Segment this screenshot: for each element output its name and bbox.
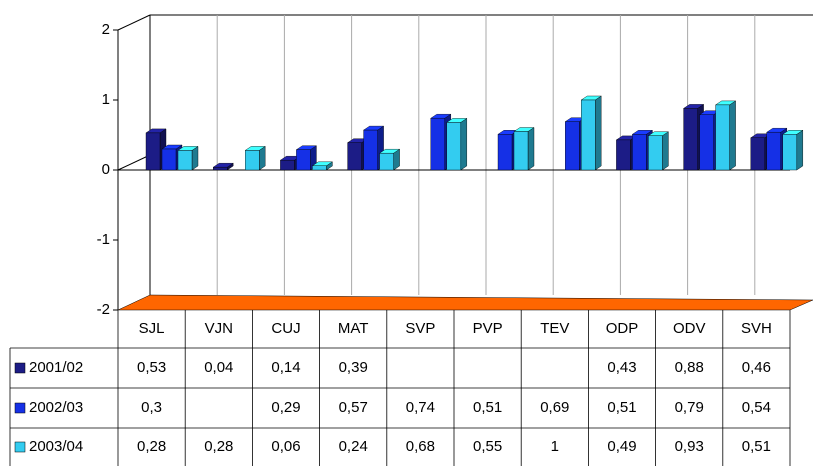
table-value: 0,49 xyxy=(607,438,636,455)
table-value: 0,74 xyxy=(406,399,435,416)
bar xyxy=(430,117,445,171)
legend-label: 2002/03 xyxy=(29,399,83,416)
bar xyxy=(513,131,529,171)
table-value: 0,51 xyxy=(742,438,771,455)
bar xyxy=(766,131,781,171)
legend-swatch xyxy=(14,402,26,414)
bar-side xyxy=(729,100,736,171)
bar xyxy=(683,108,698,171)
bar xyxy=(177,150,193,171)
bar xyxy=(497,134,513,171)
table-value: 0,79 xyxy=(675,399,704,416)
x-tick-label: ODV xyxy=(673,320,706,337)
bar xyxy=(244,150,260,171)
bar xyxy=(145,132,161,171)
floor xyxy=(117,294,813,311)
x-tick-label: CUJ xyxy=(271,320,300,337)
y-tick-label: 0 xyxy=(102,161,110,178)
table-value: 0,39 xyxy=(339,359,368,376)
table-value: 0,51 xyxy=(473,399,502,416)
bar xyxy=(379,152,394,171)
table-value: 0,88 xyxy=(675,359,704,376)
bar xyxy=(581,99,596,171)
bar-side xyxy=(595,95,602,171)
x-tick-label: TEV xyxy=(540,320,569,337)
table-value: 0,28 xyxy=(137,438,166,455)
table-value: 0,14 xyxy=(271,359,300,376)
bar xyxy=(347,142,362,171)
table-value: 0,51 xyxy=(607,399,636,416)
table-value: 0,06 xyxy=(271,438,300,455)
legend-swatch xyxy=(14,441,26,453)
bar xyxy=(212,166,228,171)
x-tick-label: SVP xyxy=(405,320,435,337)
bar xyxy=(296,149,311,171)
table-value: 0,69 xyxy=(540,399,569,416)
legend-label: 2001/02 xyxy=(29,359,83,376)
bar xyxy=(699,114,714,171)
x-tick-label: SVH xyxy=(741,320,772,337)
axis-corner xyxy=(117,14,151,31)
table-value: 0,68 xyxy=(406,438,435,455)
bar-side xyxy=(796,129,803,171)
bar xyxy=(648,135,663,171)
bar xyxy=(632,134,647,171)
bar-side xyxy=(662,131,669,171)
table-value: 0,29 xyxy=(271,399,300,416)
bar-side xyxy=(527,127,535,171)
table-value: 0,43 xyxy=(607,359,636,376)
x-tick-label: SJL xyxy=(139,320,165,337)
y-tick-label: -2 xyxy=(97,301,110,318)
bar xyxy=(715,104,730,171)
table-value: 0,93 xyxy=(675,438,704,455)
table-value: 0,54 xyxy=(742,399,771,416)
bar xyxy=(565,121,580,171)
table-value: 0,53 xyxy=(137,359,166,376)
y-tick-label: 2 xyxy=(102,21,110,38)
table-value: 0,28 xyxy=(204,438,233,455)
table-value: 0,46 xyxy=(742,359,771,376)
x-tick-label: VJN xyxy=(205,320,233,337)
table-value: 0,57 xyxy=(339,399,368,416)
bar xyxy=(161,148,177,171)
table-value: 0,04 xyxy=(204,359,233,376)
x-tick-label: ODP xyxy=(606,320,639,337)
bar xyxy=(280,159,295,171)
legend-label: 2003/04 xyxy=(29,438,83,455)
bar-side xyxy=(460,118,467,171)
bar xyxy=(446,122,461,171)
y-tick-label: 1 xyxy=(102,91,110,108)
table-value: 0,24 xyxy=(339,438,368,455)
x-tick-label: PVP xyxy=(473,320,503,337)
bar xyxy=(363,129,378,171)
zero-line-back xyxy=(117,154,151,171)
bar xyxy=(782,134,797,171)
bar xyxy=(616,139,631,171)
bar xyxy=(750,137,765,171)
table-value: 0,3 xyxy=(141,399,162,416)
table-value: 1 xyxy=(551,438,559,455)
y-tick-label: -1 xyxy=(97,231,110,248)
legend-swatch xyxy=(14,362,26,374)
bar xyxy=(312,165,327,171)
table-value: 0,55 xyxy=(473,438,502,455)
x-tick-label: MAT xyxy=(338,320,369,337)
